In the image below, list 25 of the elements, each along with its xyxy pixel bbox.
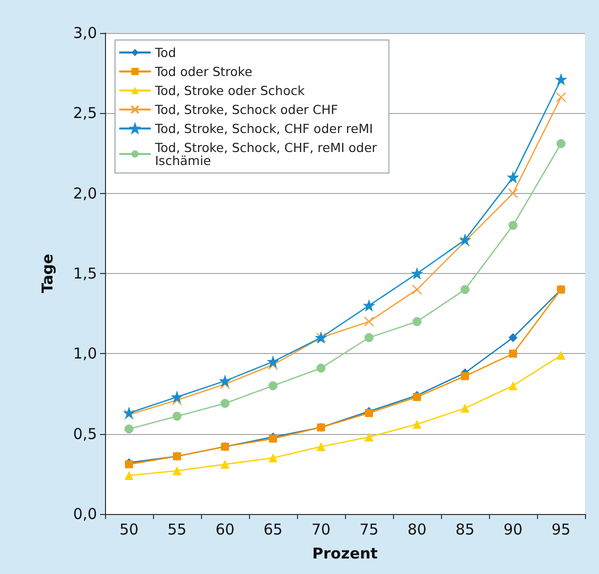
y-tick-label: 2,5: [73, 104, 97, 122]
x-tick-label: 80: [407, 520, 427, 538]
y-tick-label: 1,5: [73, 264, 97, 282]
x-tick-label: 95: [551, 520, 571, 538]
legend-label: Tod, Stroke oder Schock: [154, 83, 306, 98]
legend-label: Tod, Stroke, Schock, CHF, reMI oder Ischämie: [154, 140, 381, 168]
x-tick-label: 75: [359, 520, 379, 538]
x-tick-label: 90: [503, 520, 523, 538]
x-tick-label: 65: [263, 520, 283, 538]
y-tick-label: 1,0: [73, 344, 97, 363]
x-tick-label: 85: [455, 520, 475, 538]
y-tick-label: 0,5: [73, 424, 97, 443]
legend-label: Tod, Stroke, Schock, CHF oder reMI: [154, 121, 373, 136]
x-tick-label: 50: [119, 520, 139, 538]
y-axis-title: Tage: [38, 254, 56, 294]
x-tick-label: 55: [167, 520, 187, 538]
y-tick-label: 2,0: [73, 184, 97, 202]
y-tick-label: 3,0: [73, 24, 97, 42]
legend-label: Tod oder Stroke: [154, 64, 253, 79]
x-tick-label: 60: [215, 520, 235, 538]
x-axis-title: Prozent: [312, 544, 378, 562]
legend-label: Tod: [154, 45, 176, 60]
legend-label: Tod, Stroke, Schock oder CHF: [154, 102, 338, 117]
y-tick-label: 0,0: [73, 505, 97, 523]
x-tick-label: 70: [311, 520, 331, 538]
